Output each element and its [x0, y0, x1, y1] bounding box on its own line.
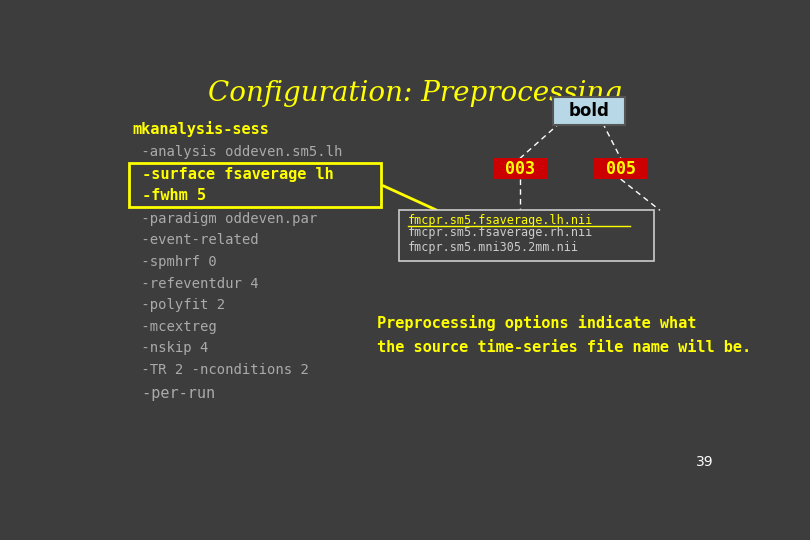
Text: fmcpr.sm5.fsaverage.rh.nii: fmcpr.sm5.fsaverage.rh.nii	[407, 226, 593, 239]
Text: -surface fsaverage lh: -surface fsaverage lh	[133, 167, 334, 183]
Bar	[594, 158, 647, 179]
Text: -analysis oddeven.sm5.lh: -analysis oddeven.sm5.lh	[133, 145, 342, 159]
Text: -polyfit 2: -polyfit 2	[133, 298, 224, 312]
Bar	[130, 163, 381, 207]
Text: 003: 003	[505, 160, 535, 178]
Text: fmcpr.sm5.fsaverage.lh.nii: fmcpr.sm5.fsaverage.lh.nii	[407, 214, 593, 227]
Text: -event-related: -event-related	[133, 233, 258, 247]
Text: mkanalysis-sess: mkanalysis-sess	[133, 122, 270, 137]
Text: 005: 005	[606, 160, 636, 178]
Text: -nskip 4: -nskip 4	[133, 341, 208, 355]
Text: fmcpr.sm5.mni305.2mm.nii: fmcpr.sm5.mni305.2mm.nii	[407, 241, 578, 254]
Text: -fwhm 5: -fwhm 5	[133, 188, 206, 203]
Bar	[553, 97, 625, 125]
Text: -mcextreg: -mcextreg	[133, 320, 216, 334]
Text: -per-run: -per-run	[133, 386, 215, 401]
Bar	[399, 210, 654, 261]
Bar	[493, 158, 547, 179]
Text: bold: bold	[569, 102, 610, 120]
Text: -TR 2 -nconditions 2: -TR 2 -nconditions 2	[133, 363, 309, 377]
Text: 39: 39	[696, 455, 714, 469]
Text: -refeventdur 4: -refeventdur 4	[133, 276, 258, 291]
Text: the source time-series file name will be.: the source time-series file name will be…	[377, 340, 752, 355]
Text: Preprocessing options indicate what: Preprocessing options indicate what	[377, 315, 697, 330]
Text: Configuration: Preprocessing: Configuration: Preprocessing	[208, 80, 622, 107]
Text: -spmhrf 0: -spmhrf 0	[133, 255, 216, 269]
Text: -paradigm oddeven.par: -paradigm oddeven.par	[133, 212, 317, 226]
